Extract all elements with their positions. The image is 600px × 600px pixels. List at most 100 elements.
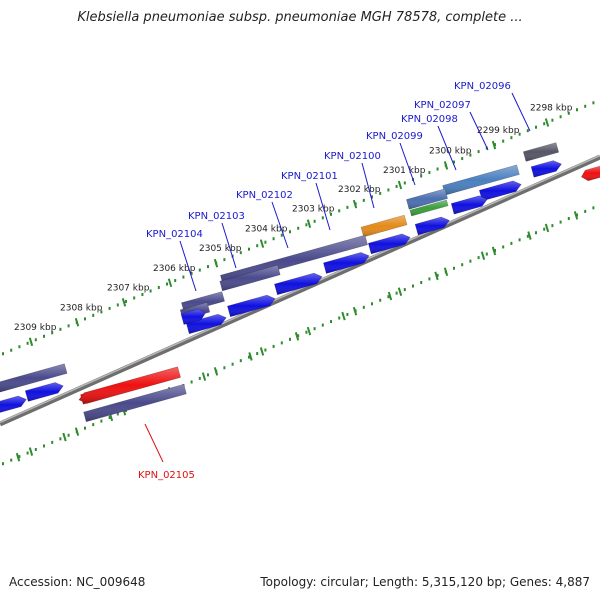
major-tick bbox=[306, 219, 312, 228]
minor-tick bbox=[289, 230, 291, 234]
minor-tick bbox=[403, 288, 406, 292]
minor-tick bbox=[526, 129, 529, 133]
major-tick bbox=[397, 180, 403, 190]
minor-tick bbox=[100, 310, 103, 314]
minor-tick bbox=[436, 273, 439, 277]
cds-arrow-offscreen-right[interactable] bbox=[580, 165, 600, 182]
minor-tick bbox=[576, 108, 578, 112]
gene-label-KPN_02105[interactable]: KPN_02105 bbox=[138, 470, 195, 481]
gene-label-KPN_02100[interactable]: KPN_02100 bbox=[324, 151, 381, 162]
gene-label-KPN_02099[interactable]: KPN_02099 bbox=[366, 131, 423, 142]
cds-arrow[interactable] bbox=[24, 382, 64, 402]
cds-arrow[interactable] bbox=[414, 216, 450, 236]
major-tick bbox=[527, 231, 532, 240]
selected-cds-arrow[interactable] bbox=[78, 366, 181, 404]
leader-line bbox=[469, 111, 489, 151]
major-tick bbox=[167, 278, 173, 288]
minor-tick bbox=[584, 104, 587, 108]
minor-tick bbox=[264, 240, 267, 244]
minor-tick bbox=[510, 241, 513, 245]
minor-tick bbox=[362, 198, 365, 202]
minor-tick bbox=[297, 226, 300, 230]
minor-tick bbox=[18, 345, 21, 349]
minor-tick bbox=[116, 303, 119, 307]
gene-label-KPN_02096[interactable]: KPN_02096 bbox=[454, 81, 511, 92]
topology-text: Topology: circular; Length: 5,315,120 bp… bbox=[260, 575, 590, 589]
gene-bar-KPN_02098[interactable] bbox=[409, 199, 449, 217]
minor-tick bbox=[239, 359, 242, 363]
minor-tick bbox=[2, 352, 4, 356]
cds-arrow[interactable] bbox=[185, 313, 227, 335]
minor-tick bbox=[256, 352, 259, 356]
minor-tick bbox=[149, 289, 152, 293]
minor-tick bbox=[420, 174, 423, 178]
gene-label-KPN_02102[interactable]: KPN_02102 bbox=[236, 190, 293, 201]
minor-tick bbox=[248, 247, 250, 251]
minor-tick bbox=[485, 252, 488, 256]
minor-tick bbox=[371, 195, 373, 199]
minor-tick bbox=[198, 268, 201, 272]
minor-tick bbox=[280, 233, 283, 237]
minor-tick bbox=[428, 171, 431, 175]
cds-arrow[interactable] bbox=[323, 252, 370, 274]
minor-tick bbox=[84, 317, 86, 321]
minor-tick bbox=[330, 320, 332, 324]
gene-label-KPN_02098[interactable]: KPN_02098 bbox=[401, 114, 458, 125]
cds-arrow[interactable] bbox=[180, 308, 207, 325]
minor-tick bbox=[116, 412, 119, 416]
minor-tick bbox=[10, 458, 13, 462]
minor-tick bbox=[51, 331, 54, 335]
major-tick bbox=[352, 306, 358, 316]
tick-label: 2305 kbp bbox=[199, 244, 242, 254]
minor-tick bbox=[321, 323, 324, 327]
inner-tick-ring bbox=[2, 206, 595, 466]
gene-bar-offscreen-left[interactable] bbox=[0, 363, 68, 393]
minor-tick bbox=[428, 277, 431, 281]
major-tick bbox=[434, 271, 439, 281]
minor-tick bbox=[59, 327, 62, 331]
minor-tick bbox=[207, 373, 209, 377]
minor-tick bbox=[305, 330, 308, 334]
minor-tick bbox=[59, 437, 62, 441]
tick-label: 2306 kbp bbox=[153, 264, 196, 274]
minor-tick bbox=[469, 153, 472, 157]
minor-tick bbox=[198, 376, 201, 380]
cds-arrow[interactable] bbox=[274, 272, 323, 296]
cds-arrow[interactable] bbox=[450, 195, 488, 215]
major-tick bbox=[387, 291, 393, 301]
gene-bar-KPN_02099[interactable] bbox=[406, 188, 448, 210]
tick-label: 2300 kbp bbox=[429, 146, 472, 156]
gene-bar-KPN_02102[interactable] bbox=[219, 264, 281, 292]
minor-tick bbox=[395, 291, 398, 295]
leader-line bbox=[399, 142, 416, 186]
tick-label: 2304 kbp bbox=[245, 225, 288, 235]
cds-arrow[interactable] bbox=[367, 233, 411, 255]
gene-label-KPN_02104[interactable]: KPN_02104 bbox=[146, 229, 203, 240]
minor-tick bbox=[518, 238, 521, 242]
gene-bar-KPN_02105-track2[interactable] bbox=[83, 383, 187, 423]
gene-label-KPN_02101[interactable]: KPN_02101 bbox=[281, 171, 338, 182]
minor-tick bbox=[494, 249, 496, 252]
major-tick bbox=[259, 347, 265, 356]
minor-tick bbox=[256, 244, 259, 248]
minor-tick bbox=[453, 160, 455, 164]
minor-tick bbox=[182, 275, 185, 279]
cds-arrow[interactable] bbox=[227, 294, 276, 318]
gene-bar-KPN_02100[interactable] bbox=[360, 214, 408, 238]
minor-tick bbox=[559, 220, 562, 224]
minor-tick bbox=[248, 355, 250, 359]
minor-tick bbox=[207, 265, 209, 269]
minor-tick bbox=[461, 157, 464, 161]
cds-arrow[interactable] bbox=[0, 395, 27, 414]
cds-arrow[interactable] bbox=[530, 160, 562, 178]
gene-label-KPN_02097[interactable]: KPN_02097 bbox=[414, 100, 471, 111]
minor-tick bbox=[92, 313, 95, 317]
tick-label: 2301 kbp bbox=[383, 166, 426, 176]
gene-bar-KPN_02096[interactable] bbox=[522, 142, 560, 162]
gene-label-KPN_02103[interactable]: KPN_02103 bbox=[188, 211, 245, 222]
tick-label: 2309 kbp bbox=[14, 323, 57, 333]
minor-tick bbox=[526, 234, 529, 238]
minor-tick bbox=[551, 224, 554, 228]
